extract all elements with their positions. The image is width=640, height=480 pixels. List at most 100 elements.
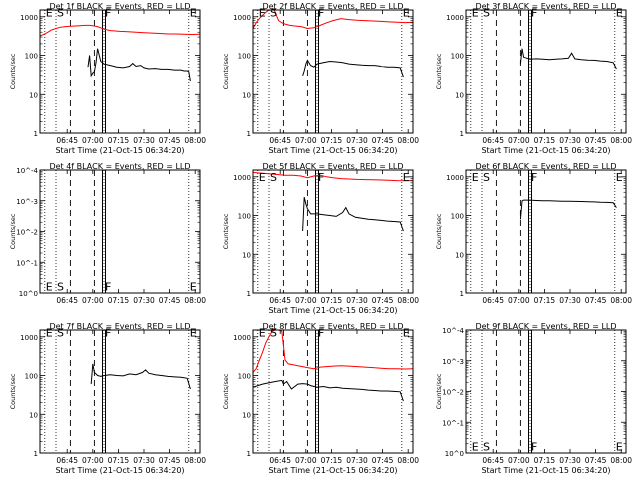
x-tick-label: 07:00 [508,296,530,305]
detector-panel-4f: E S F E06:45 07:00 07:15 07:30 07:45 08:0010^010… [9,162,206,305]
y-axis-label: Counts/sec [222,213,230,249]
event-marker-e: E [616,6,623,19]
panel-title: Det 7f BLACK = Events, RED = LLD [49,322,190,331]
x-tick-label: 07:30 [346,296,368,305]
x-axis-label: Start Time (21-Oct-15 06:34:20) [481,466,610,475]
x-tick-label: 07:30 [346,456,368,465]
x-tick-label: 06:45 [269,136,291,145]
y-tick-label: 100 [25,373,38,381]
x-tick-label: 07:45 [372,456,394,465]
x-tick-label: 06:45 [482,456,504,465]
panel-title: Det 3f BLACK = Events, RED = LLD [475,2,616,11]
x-tick-label: 07:45 [585,456,607,465]
series-events-line [302,196,404,232]
event-marker-s: S [270,6,277,19]
x-tick-label: 08:00 [397,296,419,305]
x-tick-label: 07:00 [508,456,530,465]
y-tick-label: 1000 [446,14,464,22]
x-tick-label: 07:45 [585,136,607,145]
plot-area [470,10,617,133]
event-marker-e: E [472,171,479,184]
y-tick-label: 10 [29,411,38,419]
event-marker-e: E [259,171,266,184]
axes-frame [252,9,414,134]
x-tick-label: 08:00 [610,456,632,465]
y-tick-label: 10^-3 [442,358,464,366]
x-tick-label: 08:00 [397,456,419,465]
y-tick-label: 1 [247,130,251,138]
x-tick-label: 06:45 [56,296,78,305]
event-marker-e: E [190,6,197,19]
x-tick-label: 07:30 [133,136,155,145]
x-tick-label: 07:30 [133,296,155,305]
y-tick-label: 100 [451,53,464,61]
event-marker-f: F [531,6,537,19]
y-tick-label: 1000 [20,334,38,342]
event-marker-s: S [483,6,490,19]
axes-frame [39,329,201,454]
x-tick-label: 07:30 [133,456,155,465]
event-marker-s: S [270,171,277,184]
x-tick-label: 08:00 [184,136,206,145]
x-tick-label: 07:15 [534,296,556,305]
event-marker-e: E [403,6,410,19]
x-tick-label: 08:00 [610,136,632,145]
y-tick-label: 10^0 [19,290,38,298]
y-tick-label: 10^-1 [442,419,464,427]
y-tick-label: 10^-4 [442,327,464,335]
x-tick-label: 07:30 [346,136,368,145]
y-tick-label: 10 [455,251,464,259]
y-tick-label: 1 [247,290,251,298]
x-tick-label: 07:15 [108,136,130,145]
detector-panel-3f: E S F E06:45 07:00 07:15 07:30 07:45 08:00110100… [435,2,632,155]
x-tick-label: 07:15 [321,296,343,305]
event-marker-f: F [318,6,324,19]
y-tick-label: 100 [25,53,38,61]
plot-area [253,10,413,133]
series-events-line [253,379,404,402]
x-tick-label: 07:00 [295,136,317,145]
x-tick-label: 07:45 [372,136,394,145]
y-axis-label: Counts/sec [9,373,17,409]
detector-panel-6f: E S F E06:45 07:00 07:15 07:30 07:45 08:00110100… [435,162,632,305]
x-tick-label: 07:00 [295,456,317,465]
event-marker-f: F [531,171,537,184]
event-marker-e: E [472,441,479,454]
x-tick-label: 07:00 [508,136,530,145]
axes-frame [252,169,414,294]
y-tick-label: 1 [247,450,251,458]
y-tick-label: 10 [242,411,251,419]
y-tick-label: 10^-4 [16,167,38,175]
event-marker-e: E [403,326,410,339]
panel-title: Det 5f BLACK = Events, RED = LLD [262,162,403,171]
axes-frame [39,169,201,294]
y-tick-label: 10^0 [445,450,464,458]
x-tick-label: 06:45 [482,136,504,145]
plot-area [470,170,617,293]
y-tick-label: 10^-1 [16,259,38,267]
series-events-line [90,363,191,390]
series-events-line [302,59,404,78]
panel-title: Det 9f BLACK = Events, RED = LLD [475,322,616,331]
event-marker-s: S [483,171,490,184]
detector-panel-8f: E S F E06:45 07:00 07:15 07:30 07:45 08:00110100… [222,322,419,475]
plot-area [40,10,200,133]
x-tick-label: 07:15 [321,136,343,145]
series-events-line [519,199,617,220]
axes-frame [465,9,627,134]
x-tick-label: 07:45 [372,296,394,305]
x-axis-label: Start Time (21-Oct-15 06:34:20) [481,146,610,155]
x-axis-label: Start Time (21-Oct-15 06:34:20) [268,146,397,155]
x-axis-label: Start Time (21-Oct-15 06:34:20) [55,146,184,155]
x-tick-label: 07:15 [534,456,556,465]
x-tick-label: 07:00 [82,136,104,145]
detector-panel-9f: E S F E06:45 07:00 07:15 07:30 07:45 08:0010^010… [435,322,632,475]
x-tick-label: 06:45 [269,296,291,305]
detector-panel-1f: E S F E06:45 07:00 07:15 07:30 07:45 08:00110100… [9,2,206,155]
y-tick-label: 10^-2 [16,229,38,237]
y-axis-label: Counts/sec [9,53,17,89]
x-tick-label: 07:30 [559,456,581,465]
event-marker-e: E [46,6,53,19]
plot-area [253,170,413,293]
